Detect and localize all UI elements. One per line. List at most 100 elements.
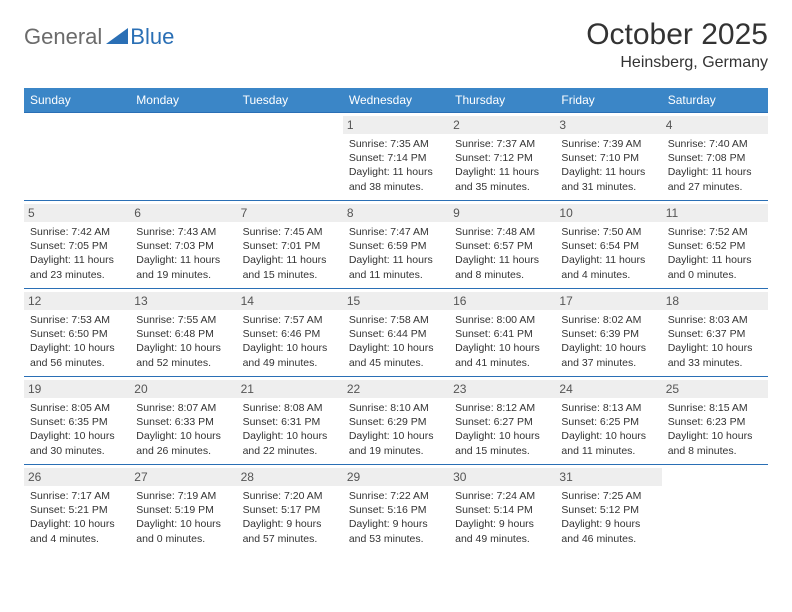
- day-number: 6: [130, 204, 236, 222]
- day-number: 27: [130, 468, 236, 486]
- day-cell: 19 Sunrise: 8:05 AMSunset: 6:35 PMDayligh…: [24, 377, 130, 465]
- day-number: 26: [24, 468, 130, 486]
- day-number: 28: [237, 468, 343, 486]
- day-details: Sunrise: 7:39 AMSunset: 7:10 PMDaylight:…: [561, 137, 655, 194]
- day-cell: 17 Sunrise: 8:02 AMSunset: 6:39 PMDayligh…: [555, 289, 661, 377]
- calendar-page: General Blue October 2025 Heinsberg, Ger…: [0, 0, 792, 612]
- location-label: Heinsberg, Germany: [586, 54, 768, 72]
- day-cell: 9Sunrise: 7:48 AMSunset: 6:57 PMDaylight…: [449, 201, 555, 289]
- day-details: Sunrise: 7:35 AMSunset: 7:14 PMDaylight:…: [349, 137, 443, 194]
- day-number: 3: [555, 116, 661, 134]
- day-details: Sunrise: 8:07 AMSunset: 6:33 PMDaylight:…: [136, 401, 230, 458]
- weekday-header: Monday: [130, 88, 236, 113]
- day-cell: 23 Sunrise: 8:12 AMSunset: 6:27 PMDayligh…: [449, 377, 555, 465]
- day-cell: 29Sunrise: 7:22 AMSunset: 5:16 PMDayligh…: [343, 465, 449, 553]
- day-cell: 10 Sunrise: 7:50 AMSunset: 6:54 PMDayligh…: [555, 201, 661, 289]
- day-cell: 13Sunrise: 7:55 AMSunset: 6:48 PMDayligh…: [130, 289, 236, 377]
- day-number: 13: [130, 292, 236, 310]
- weekday-header-row: Sunday Monday Tuesday Wednesday Thursday…: [24, 88, 768, 113]
- logo-triangle-icon: [106, 28, 128, 49]
- day-number: 30: [449, 468, 555, 486]
- day-cell: 27 Sunrise: 7:19 AMSunset: 5:19 PMDayligh…: [130, 465, 236, 553]
- day-number: 5: [24, 204, 130, 222]
- day-number: 12: [24, 292, 130, 310]
- day-cell: 28 Sunrise: 7:20 AMSunset: 5:17 PMDayligh…: [237, 465, 343, 553]
- day-details: Sunrise: 8:05 AMSunset: 6:35 PMDaylight:…: [30, 401, 124, 458]
- day-cell: 2Sunrise: 7:37 AMSunset: 7:12 PMDaylight…: [449, 113, 555, 201]
- day-details: Sunrise: 7:57 AMSunset: 6:46 PMDaylight:…: [243, 313, 337, 370]
- logo-text-general: General: [24, 24, 102, 50]
- day-details: Sunrise: 7:17 AMSunset: 5:21 PMDaylight:…: [30, 489, 124, 546]
- weekday-header: Saturday: [662, 88, 768, 113]
- day-number: 20: [130, 380, 236, 398]
- day-cell: 26 Sunrise: 7:17 AMSunset: 5:21 PMDayligh…: [24, 465, 130, 553]
- day-number: 4: [662, 116, 768, 134]
- weekday-header: Sunday: [24, 88, 130, 113]
- day-details: Sunrise: 7:48 AMSunset: 6:57 PMDaylight:…: [455, 225, 549, 282]
- day-details: Sunrise: 7:43 AMSunset: 7:03 PMDaylight:…: [136, 225, 230, 282]
- day-cell: 8 Sunrise: 7:47 AMSunset: 6:59 PMDaylight…: [343, 201, 449, 289]
- day-number: 23: [449, 380, 555, 398]
- day-details: Sunrise: 7:24 AMSunset: 5:14 PMDaylight:…: [455, 489, 549, 546]
- weekday-header: Tuesday: [237, 88, 343, 113]
- day-cell: 12 Sunrise: 7:53 AMSunset: 6:50 PMDayligh…: [24, 289, 130, 377]
- day-number: 25: [662, 380, 768, 398]
- week-row: 26 Sunrise: 7:17 AMSunset: 5:21 PMDayligh…: [24, 465, 768, 553]
- day-number: 16: [449, 292, 555, 310]
- week-row: 12 Sunrise: 7:53 AMSunset: 6:50 PMDayligh…: [24, 289, 768, 377]
- day-cell: 25 Sunrise: 8:15 AMSunset: 6:23 PMDayligh…: [662, 377, 768, 465]
- day-cell: 11Sunrise: 7:52 AMSunset: 6:52 PMDayligh…: [662, 201, 768, 289]
- day-cell: 14Sunrise: 7:57 AMSunset: 6:46 PMDayligh…: [237, 289, 343, 377]
- day-details: Sunrise: 7:20 AMSunset: 5:17 PMDaylight:…: [243, 489, 337, 546]
- empty-day-cell: [24, 113, 130, 201]
- day-details: Sunrise: 7:50 AMSunset: 6:54 PMDaylight:…: [561, 225, 655, 282]
- day-cell: 21Sunrise: 8:08 AMSunset: 6:31 PMDayligh…: [237, 377, 343, 465]
- month-title: October 2025: [586, 18, 768, 52]
- day-details: Sunrise: 7:53 AMSunset: 6:50 PMDaylight:…: [30, 313, 124, 370]
- day-number: 31: [555, 468, 661, 486]
- day-cell: 15Sunrise: 7:58 AMSunset: 6:44 PMDayligh…: [343, 289, 449, 377]
- day-cell: 31Sunrise: 7:25 AMSunset: 5:12 PMDayligh…: [555, 465, 661, 553]
- week-row: 5 Sunrise: 7:42 AMSunset: 7:05 PMDaylight…: [24, 201, 768, 289]
- day-number: 15: [343, 292, 449, 310]
- day-details: Sunrise: 8:02 AMSunset: 6:39 PMDaylight:…: [561, 313, 655, 370]
- page-header: General Blue October 2025 Heinsberg, Ger…: [24, 18, 768, 72]
- day-cell: 18Sunrise: 8:03 AMSunset: 6:37 PMDayligh…: [662, 289, 768, 377]
- week-row: 19 Sunrise: 8:05 AMSunset: 6:35 PMDayligh…: [24, 377, 768, 465]
- day-cell: 30 Sunrise: 7:24 AMSunset: 5:14 PMDayligh…: [449, 465, 555, 553]
- day-details: Sunrise: 7:37 AMSunset: 7:12 PMDaylight:…: [455, 137, 549, 194]
- weekday-header: Wednesday: [343, 88, 449, 113]
- day-details: Sunrise: 8:10 AMSunset: 6:29 PMDaylight:…: [349, 401, 443, 458]
- empty-day-cell: [130, 113, 236, 201]
- weekday-header: Friday: [555, 88, 661, 113]
- day-details: Sunrise: 8:13 AMSunset: 6:25 PMDaylight:…: [561, 401, 655, 458]
- day-details: Sunrise: 8:12 AMSunset: 6:27 PMDaylight:…: [455, 401, 549, 458]
- weekday-header: Thursday: [449, 88, 555, 113]
- day-cell: 7 Sunrise: 7:45 AMSunset: 7:01 PMDaylight…: [237, 201, 343, 289]
- day-cell: 24 Sunrise: 8:13 AMSunset: 6:25 PMDayligh…: [555, 377, 661, 465]
- empty-day-cell: [237, 113, 343, 201]
- day-number: 17: [555, 292, 661, 310]
- title-block: October 2025 Heinsberg, Germany: [586, 18, 768, 72]
- day-details: Sunrise: 7:19 AMSunset: 5:19 PMDaylight:…: [136, 489, 230, 546]
- day-number: 24: [555, 380, 661, 398]
- day-details: Sunrise: 7:40 AMSunset: 7:08 PMDaylight:…: [668, 137, 762, 194]
- empty-day-cell: [662, 465, 768, 553]
- logo-text-blue: Blue: [130, 24, 174, 50]
- day-number: 19: [24, 380, 130, 398]
- day-details: Sunrise: 8:15 AMSunset: 6:23 PMDaylight:…: [668, 401, 762, 458]
- day-number: 1: [343, 116, 449, 134]
- day-cell: 16Sunrise: 8:00 AMSunset: 6:41 PMDayligh…: [449, 289, 555, 377]
- day-number: 8: [343, 204, 449, 222]
- day-details: Sunrise: 7:42 AMSunset: 7:05 PMDaylight:…: [30, 225, 124, 282]
- day-details: Sunrise: 7:45 AMSunset: 7:01 PMDaylight:…: [243, 225, 337, 282]
- day-number: 11: [662, 204, 768, 222]
- day-cell: 5 Sunrise: 7:42 AMSunset: 7:05 PMDaylight…: [24, 201, 130, 289]
- day-number: 7: [237, 204, 343, 222]
- day-details: Sunrise: 8:03 AMSunset: 6:37 PMDaylight:…: [668, 313, 762, 370]
- day-number: 10: [555, 204, 661, 222]
- day-details: Sunrise: 7:22 AMSunset: 5:16 PMDaylight:…: [349, 489, 443, 546]
- day-details: Sunrise: 8:08 AMSunset: 6:31 PMDaylight:…: [243, 401, 337, 458]
- day-details: Sunrise: 7:47 AMSunset: 6:59 PMDaylight:…: [349, 225, 443, 282]
- day-cell: 4 Sunrise: 7:40 AMSunset: 7:08 PMDaylight…: [662, 113, 768, 201]
